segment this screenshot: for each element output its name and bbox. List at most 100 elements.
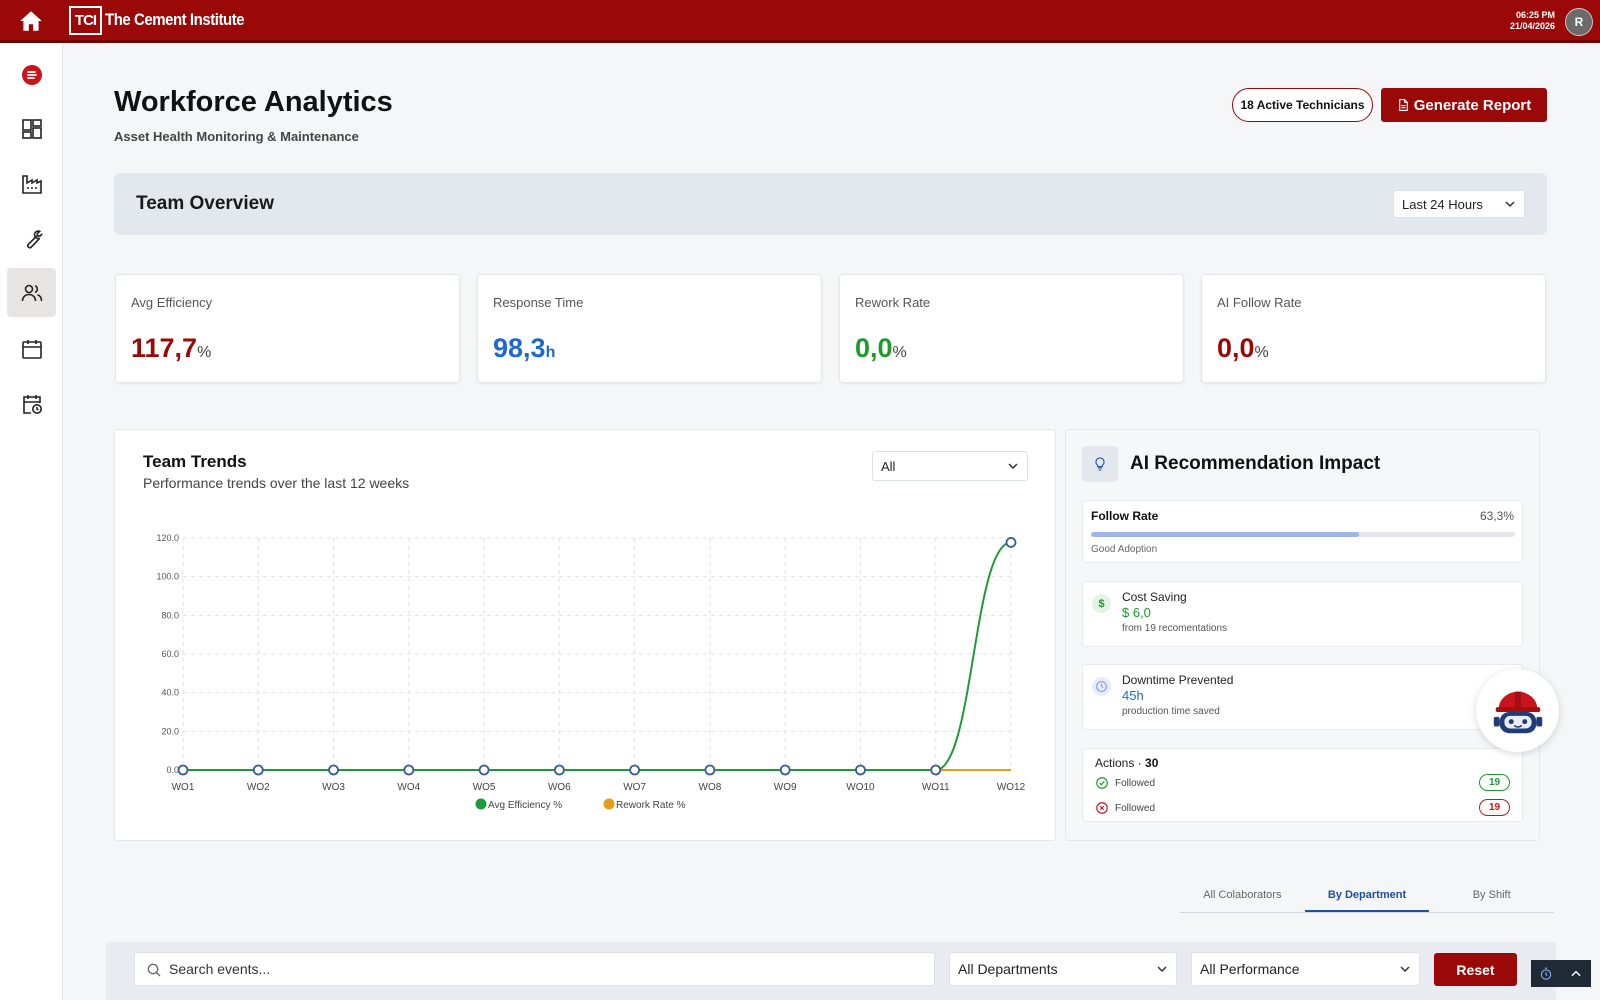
- downtime-value: 45h: [1122, 688, 1144, 703]
- data-point: [1005, 537, 1017, 548]
- data-point: [855, 764, 866, 776]
- legend-label: Avg Efficiency %: [488, 800, 562, 811]
- follow-rate-note: Good Adoption: [1091, 544, 1158, 555]
- reset-button[interactable]: Reset: [1434, 953, 1517, 986]
- logo-mark: TCI: [69, 5, 102, 35]
- document-icon: [1398, 99, 1408, 111]
- timer-icon[interactable]: [1531, 960, 1561, 987]
- active-technicians-badge[interactable]: 18 Active Technicians: [1232, 88, 1373, 122]
- corner-toolbar: [1531, 960, 1591, 987]
- assistant-robot-button[interactable]: [1476, 669, 1559, 752]
- kpi-card-ai-follow-rate: AI Follow Rate 0,0%: [1201, 274, 1546, 383]
- chevron-down-icon: [1008, 463, 1018, 470]
- top-bar: TCI The Cement Institute 06:25 PM 21/04/…: [0, 0, 1600, 43]
- trends-filter-select[interactable]: All: [872, 451, 1028, 481]
- search-box: [134, 952, 935, 986]
- x-tick-label: WO6: [548, 782, 571, 793]
- x-tick-label: WO1: [172, 782, 195, 793]
- data-point: [177, 764, 189, 776]
- data-point: [478, 764, 490, 776]
- avatar[interactable]: R: [1565, 8, 1593, 36]
- cost-saving-value: $ 6,0: [1122, 605, 1151, 620]
- page-subtitle: Asset Health Monitoring & Maintenance: [114, 129, 359, 144]
- logo-text: The Cement Institute: [105, 10, 245, 29]
- follow-rate-value: 63,3%: [1479, 509, 1514, 523]
- data-point: [553, 764, 565, 776]
- users-icon: [21, 284, 42, 301]
- cost-saving-label: Cost Saving: [1122, 590, 1187, 604]
- calendar-clock-icon: [22, 394, 42, 414]
- downtime-note: production time saved: [1122, 706, 1220, 717]
- legend-swatch: [603, 798, 615, 810]
- datetime: 06:25 PM 21/04/2026: [1510, 10, 1555, 32]
- x-tick-label: WO8: [699, 782, 722, 793]
- page-title: Workforce Analytics: [114, 86, 393, 118]
- current-time: 06:25 PM: [1515, 10, 1555, 20]
- ai-impact-card: AI Recommendation Impact Follow Rate 63,…: [1065, 429, 1540, 841]
- generate-report-button[interactable]: Generate Report: [1381, 88, 1547, 122]
- sidebar-item-maintenance[interactable]: [7, 214, 56, 263]
- not-followed-row: Followed: [1095, 801, 1155, 815]
- data-point: [629, 764, 641, 776]
- search-input[interactable]: [169, 953, 919, 985]
- logo[interactable]: TCI The Cement Institute: [69, 5, 263, 35]
- chevron-down-icon: [1400, 966, 1410, 973]
- trend-chart: 0.0 20.0 40.0 60.0 80.0 100.0 120.0 WO1 WO2 WO3 WO…: [156, 533, 1025, 811]
- x-tick-label: WO10: [846, 782, 875, 793]
- y-tick-label: 20.0: [161, 726, 179, 736]
- sidebar-item-plant[interactable]: [7, 159, 56, 208]
- not-followed-label: Followed: [1115, 802, 1156, 814]
- kpi-label: Rework Rate: [855, 295, 931, 310]
- data-point: [328, 764, 339, 776]
- followed-label: Followed: [1115, 777, 1156, 789]
- department-select[interactable]: All Departments: [949, 952, 1177, 986]
- x-tick-label: WO2: [247, 782, 270, 793]
- kpi-value: 0,0%: [1217, 333, 1269, 363]
- current-date: 21/04/2026: [1509, 21, 1555, 31]
- y-tick-label: 60.0: [161, 649, 179, 659]
- chevron-up-icon[interactable]: [1561, 960, 1591, 987]
- chevron-down-icon: [1157, 966, 1167, 973]
- sidebar-item-brand[interactable]: [7, 50, 56, 99]
- sidebar: [0, 43, 63, 1000]
- data-point: [779, 764, 791, 776]
- period-select[interactable]: Last 24 Hours: [1393, 190, 1525, 218]
- search-icon: [147, 963, 161, 977]
- follow-rate-label: Follow Rate: [1091, 509, 1159, 523]
- cost-saving-box: $ Cost Saving $ 6,0 from 19 recomentatio…: [1082, 581, 1523, 647]
- view-tabs: All Colaborators By Department By Shift: [1180, 876, 1554, 913]
- x-tick-label: WO7: [623, 782, 646, 793]
- team-trends-title: Team Trends: [143, 452, 247, 471]
- check-circle-icon: [1096, 777, 1108, 789]
- ai-impact-title: AI Recommendation Impact: [1130, 453, 1381, 474]
- kpi-card-rework-rate: Rework Rate 0,0%: [839, 274, 1184, 383]
- legend-label: Rework Rate %: [616, 800, 686, 811]
- tab-by-shift[interactable]: By Shift: [1472, 889, 1511, 901]
- sidebar-item-workforce[interactable]: [7, 268, 56, 317]
- kpi-card-avg-efficiency: Avg Efficiency 117,7%: [115, 274, 460, 383]
- factory-icon: [21, 174, 42, 194]
- home-icon[interactable]: [18, 8, 44, 34]
- period-select-value: Last 24 Hours: [1402, 196, 1483, 212]
- downtime-label: Downtime Prevented: [1122, 673, 1234, 687]
- x-tick-label: WO5: [473, 782, 496, 793]
- team-overview-bar: Team Overview Last 24 Hours: [114, 173, 1547, 235]
- tab-by-department[interactable]: By Department: [1304, 876, 1430, 912]
- tab-all-colaborators[interactable]: All Colaborators: [1203, 889, 1282, 901]
- legend-swatch: [475, 798, 487, 810]
- follow-rate-box: Follow Rate 63,3% Good Adoption: [1082, 500, 1523, 563]
- team-overview-title: Team Overview: [136, 193, 275, 214]
- performance-select[interactable]: All Performance: [1191, 952, 1420, 986]
- cost-saving-note: from 19 recomentations: [1122, 623, 1228, 634]
- actions-title: Actions · 30: [1095, 756, 1159, 770]
- sidebar-item-schedule[interactable]: [7, 379, 56, 428]
- dashboard-icon: [21, 118, 42, 139]
- sidebar-item-dashboard[interactable]: [7, 104, 56, 153]
- clock-icon: [1092, 677, 1111, 696]
- follow-rate-progress-fill: [1091, 532, 1360, 537]
- kpi-label: Response Time: [493, 295, 584, 310]
- sidebar-item-calendar[interactable]: [7, 324, 56, 373]
- followed-row: Followed: [1095, 776, 1155, 790]
- y-tick-label: 100.0: [156, 572, 179, 582]
- not-followed-count-badge: 19: [1479, 799, 1510, 816]
